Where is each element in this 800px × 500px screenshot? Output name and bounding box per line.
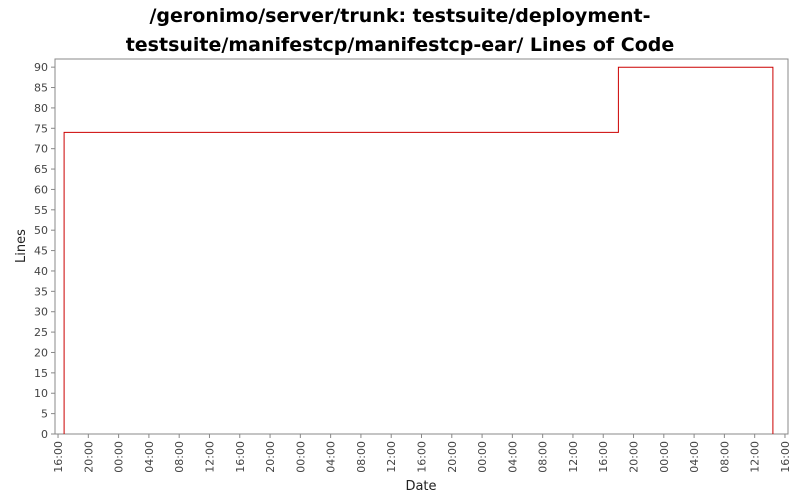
x-tick-label: 12:00 — [385, 441, 398, 473]
y-tick-label: 25 — [34, 326, 48, 339]
series-line-1 — [63, 66, 774, 434]
y-tick-label: 35 — [34, 285, 48, 298]
x-tick-label: 04:00 — [688, 441, 701, 473]
y-axis-label: Lines — [14, 229, 29, 263]
x-tick-label: 00:00 — [294, 441, 307, 473]
chart-title-line-1: /geronimo/server/trunk: testsuite/deploy… — [149, 5, 651, 27]
x-tick-label: 16:00 — [597, 441, 610, 473]
y-tick-label: 45 — [34, 245, 48, 258]
y-tick-label: 80 — [34, 102, 48, 115]
y-tick-label: 20 — [34, 346, 48, 359]
x-tick-label: 00:00 — [658, 441, 671, 473]
x-tick-label: 16:00 — [416, 441, 429, 473]
x-tick-label: 08:00 — [537, 441, 550, 473]
x-tick-label: 04:00 — [143, 441, 156, 473]
y-tick-label: 55 — [34, 204, 48, 217]
x-tick-label: 20:00 — [628, 441, 641, 473]
x-tick-label: 20:00 — [82, 441, 95, 473]
y-tick-label: 75 — [34, 122, 48, 135]
x-tick-label: 12:00 — [203, 441, 216, 473]
y-tick-label: 0 — [41, 428, 48, 441]
y-tick-label: 50 — [34, 224, 48, 237]
y-tick-label: 65 — [34, 163, 48, 176]
y-tick-label: 15 — [34, 367, 48, 380]
x-tick-label: 12:00 — [567, 441, 580, 473]
y-tick-label: 90 — [34, 61, 48, 74]
y-axis: 0 5 10 15 20 25 30 35 40 45 50 55 60 65 70 75 80 85 90 — [34, 61, 55, 441]
x-tick-label: 16:00 — [779, 441, 792, 473]
x-tick-label: 08:00 — [355, 441, 368, 473]
x-axis-label: Date — [405, 479, 436, 494]
x-tick-label: 04:00 — [325, 441, 338, 473]
x-tick-label: 08:00 — [718, 441, 731, 473]
x-tick-label: 16:00 — [234, 441, 247, 473]
plot-area — [54, 58, 789, 435]
chart-title-line-2: testsuite/manifestcp/manifestcp-ear/ Lin… — [125, 34, 675, 56]
y-tick-label: 10 — [34, 387, 48, 400]
x-tick-label: 08:00 — [173, 441, 186, 473]
x-tick-label: 16:00 — [52, 441, 65, 473]
y-tick-label: 70 — [34, 143, 48, 156]
x-tick-label: 04:00 — [506, 441, 519, 473]
series-layer — [63, 66, 774, 434]
x-tick-label: 00:00 — [113, 441, 126, 473]
x-tick-label: 20:00 — [446, 441, 459, 473]
x-axis: 16:00 20:00 00:00 04:00 08:00 12:00 16:00 20:00… — [52, 434, 792, 473]
y-tick-label: 40 — [34, 265, 48, 278]
chart-title: /geronimo/server/trunk: testsuite/deploy… — [0, 2, 800, 60]
y-tick-label: 85 — [34, 82, 48, 95]
x-tick-label: 20:00 — [264, 441, 277, 473]
y-tick-label: 5 — [41, 408, 48, 421]
y-tick-label: 30 — [34, 306, 48, 319]
y-tick-label: 60 — [34, 183, 48, 196]
x-tick-label: 00:00 — [476, 441, 489, 473]
x-tick-label: 12:00 — [749, 441, 762, 473]
